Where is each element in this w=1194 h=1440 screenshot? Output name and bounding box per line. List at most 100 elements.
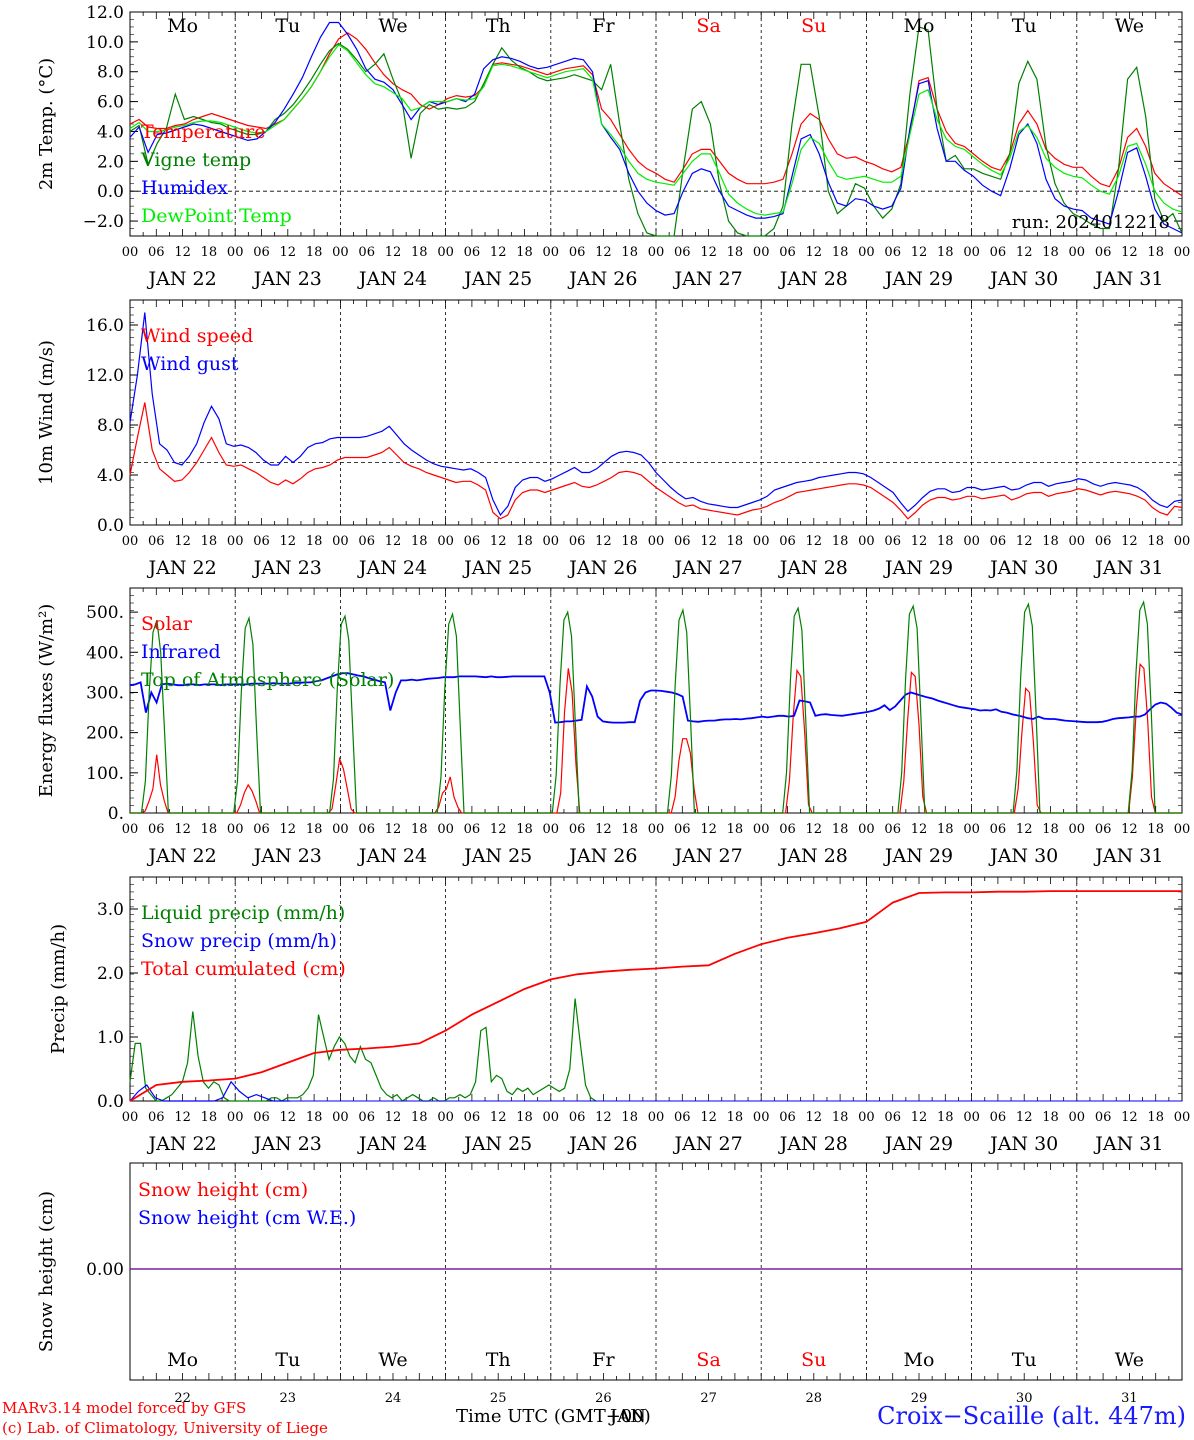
y-tick-label: 12.0: [86, 366, 124, 386]
hour-label: 06: [1095, 1110, 1112, 1125]
day-label: Tu: [275, 1349, 300, 1371]
hour-label: 18: [1042, 1110, 1059, 1125]
hour-label: 00: [1174, 534, 1191, 549]
day-label: Sa: [696, 1349, 720, 1371]
hour-label: 06: [990, 534, 1007, 549]
hour-label: 18: [621, 534, 638, 549]
hour-label: 06: [253, 534, 270, 549]
date-label: JAN 23: [252, 845, 322, 867]
hour-label: 06: [884, 245, 901, 260]
y-axis-title: 2m Temp. (°C): [36, 58, 57, 190]
hour-label: 18: [306, 534, 323, 549]
hour-label: 06: [990, 245, 1007, 260]
hour-label: 00: [753, 822, 770, 837]
y-tick-label: 0.0: [97, 182, 124, 202]
date-label: JAN 27: [673, 845, 743, 867]
day-number: 22: [174, 1391, 191, 1406]
y-tick-label: 500.: [86, 603, 124, 623]
hour-label: 12: [1121, 822, 1138, 837]
hour-label: 12: [1016, 1110, 1033, 1125]
y-tick-label: 4.0: [97, 466, 124, 486]
date-label: JAN 30: [988, 845, 1058, 867]
hour-label: 18: [832, 822, 849, 837]
hour-label: 18: [516, 822, 533, 837]
day-label: Tu: [275, 15, 300, 37]
series-line-total-cumulated-cm-: [129, 890, 1182, 1102]
y-tick-label: −2.0: [83, 212, 124, 232]
y-tick-label: 3.0: [97, 900, 124, 920]
hour-label: 18: [411, 245, 428, 260]
day-label: Mo: [904, 1349, 935, 1371]
hour-label: 18: [1042, 534, 1059, 549]
hour-label: 18: [201, 1110, 218, 1125]
day-label: We: [378, 1349, 407, 1371]
y-tick-label: 12.0: [86, 3, 124, 23]
hour-label: 06: [569, 534, 586, 549]
date-label: JAN 27: [673, 1133, 743, 1155]
date-label: JAN 27: [673, 557, 743, 579]
hour-label: 06: [1095, 534, 1112, 549]
series-line-vigne-temp: [129, 26, 1183, 237]
hour-label: 12: [174, 245, 191, 260]
y-tick-label: 8.0: [97, 416, 124, 436]
series-line-liquid-precip-mm-h-: [129, 998, 597, 1102]
y-tick-label: 300.: [86, 683, 124, 703]
legend-total-cumulated-cm-: Total cumulated (cm): [141, 958, 346, 980]
date-label: JAN 24: [357, 1133, 427, 1155]
date-label: JAN 23: [252, 268, 322, 290]
hour-label: 18: [937, 822, 954, 837]
legend-vigne-temp: Vigne temp: [140, 149, 251, 171]
hour-label: 12: [280, 822, 297, 837]
hour-label: 18: [621, 1110, 638, 1125]
x-axis-title-overlay: JAN: [610, 1406, 646, 1427]
date-label: JAN 29: [883, 268, 953, 290]
day-number: 28: [806, 1391, 823, 1406]
hour-label: 00: [332, 822, 349, 837]
hour-label: 06: [358, 822, 375, 837]
date-label: JAN 24: [357, 268, 427, 290]
hour-label: 18: [727, 534, 744, 549]
hour-label: 18: [832, 1110, 849, 1125]
series-line-top-of-atmosphere-solar-: [130, 600, 1182, 814]
date-label: JAN 26: [567, 845, 637, 867]
date-label: JAN 24: [357, 557, 427, 579]
series-line-wind-speed: [129, 402, 1183, 520]
hour-label: 18: [306, 822, 323, 837]
hour-label: 12: [385, 822, 402, 837]
legend-liquid-precip-mm-h-: Liquid precip (mm/h): [141, 902, 345, 924]
hour-label: 12: [174, 822, 191, 837]
hour-label: 18: [1147, 1110, 1164, 1125]
legend-wind-gust: Wind gust: [141, 353, 239, 375]
day-label: We: [1115, 15, 1144, 37]
y-tick-label: 100.: [86, 764, 124, 784]
legend-snow-height-cm-: Snow height (cm): [138, 1179, 308, 1201]
hour-label: 12: [595, 1110, 612, 1125]
day-label: Fr: [592, 15, 615, 37]
hour-label: 06: [148, 1110, 165, 1125]
date-label: JAN 25: [462, 268, 532, 290]
y-tick-label: 0.00: [86, 1260, 124, 1280]
hour-label: 12: [700, 822, 717, 837]
hour-label: 00: [543, 534, 560, 549]
series-line-infrared: [129, 672, 1183, 724]
hour-label: 00: [332, 1110, 349, 1125]
y-tick-label: 200.: [86, 724, 124, 744]
hour-label: 00: [122, 1110, 139, 1125]
hour-label: 00: [122, 822, 139, 837]
run-label: run: 2024012218: [1012, 212, 1170, 233]
y-tick-label: 2.0: [97, 964, 124, 984]
day-number: 27: [700, 1391, 717, 1406]
date-label: JAN 22: [147, 557, 217, 579]
hour-label: 06: [990, 822, 1007, 837]
date-label: JAN 31: [1093, 1133, 1163, 1155]
hour-label: 00: [543, 245, 560, 260]
hour-label: 06: [464, 245, 481, 260]
date-label: JAN 28: [778, 845, 848, 867]
hour-label: 06: [884, 534, 901, 549]
hour-label: 12: [280, 1110, 297, 1125]
hour-label: 12: [490, 1110, 507, 1125]
hour-label: 18: [1042, 245, 1059, 260]
legend-top-of-atmosphere-solar-: Top of Atmosphere (Solar): [141, 669, 394, 691]
hour-label: 18: [516, 534, 533, 549]
